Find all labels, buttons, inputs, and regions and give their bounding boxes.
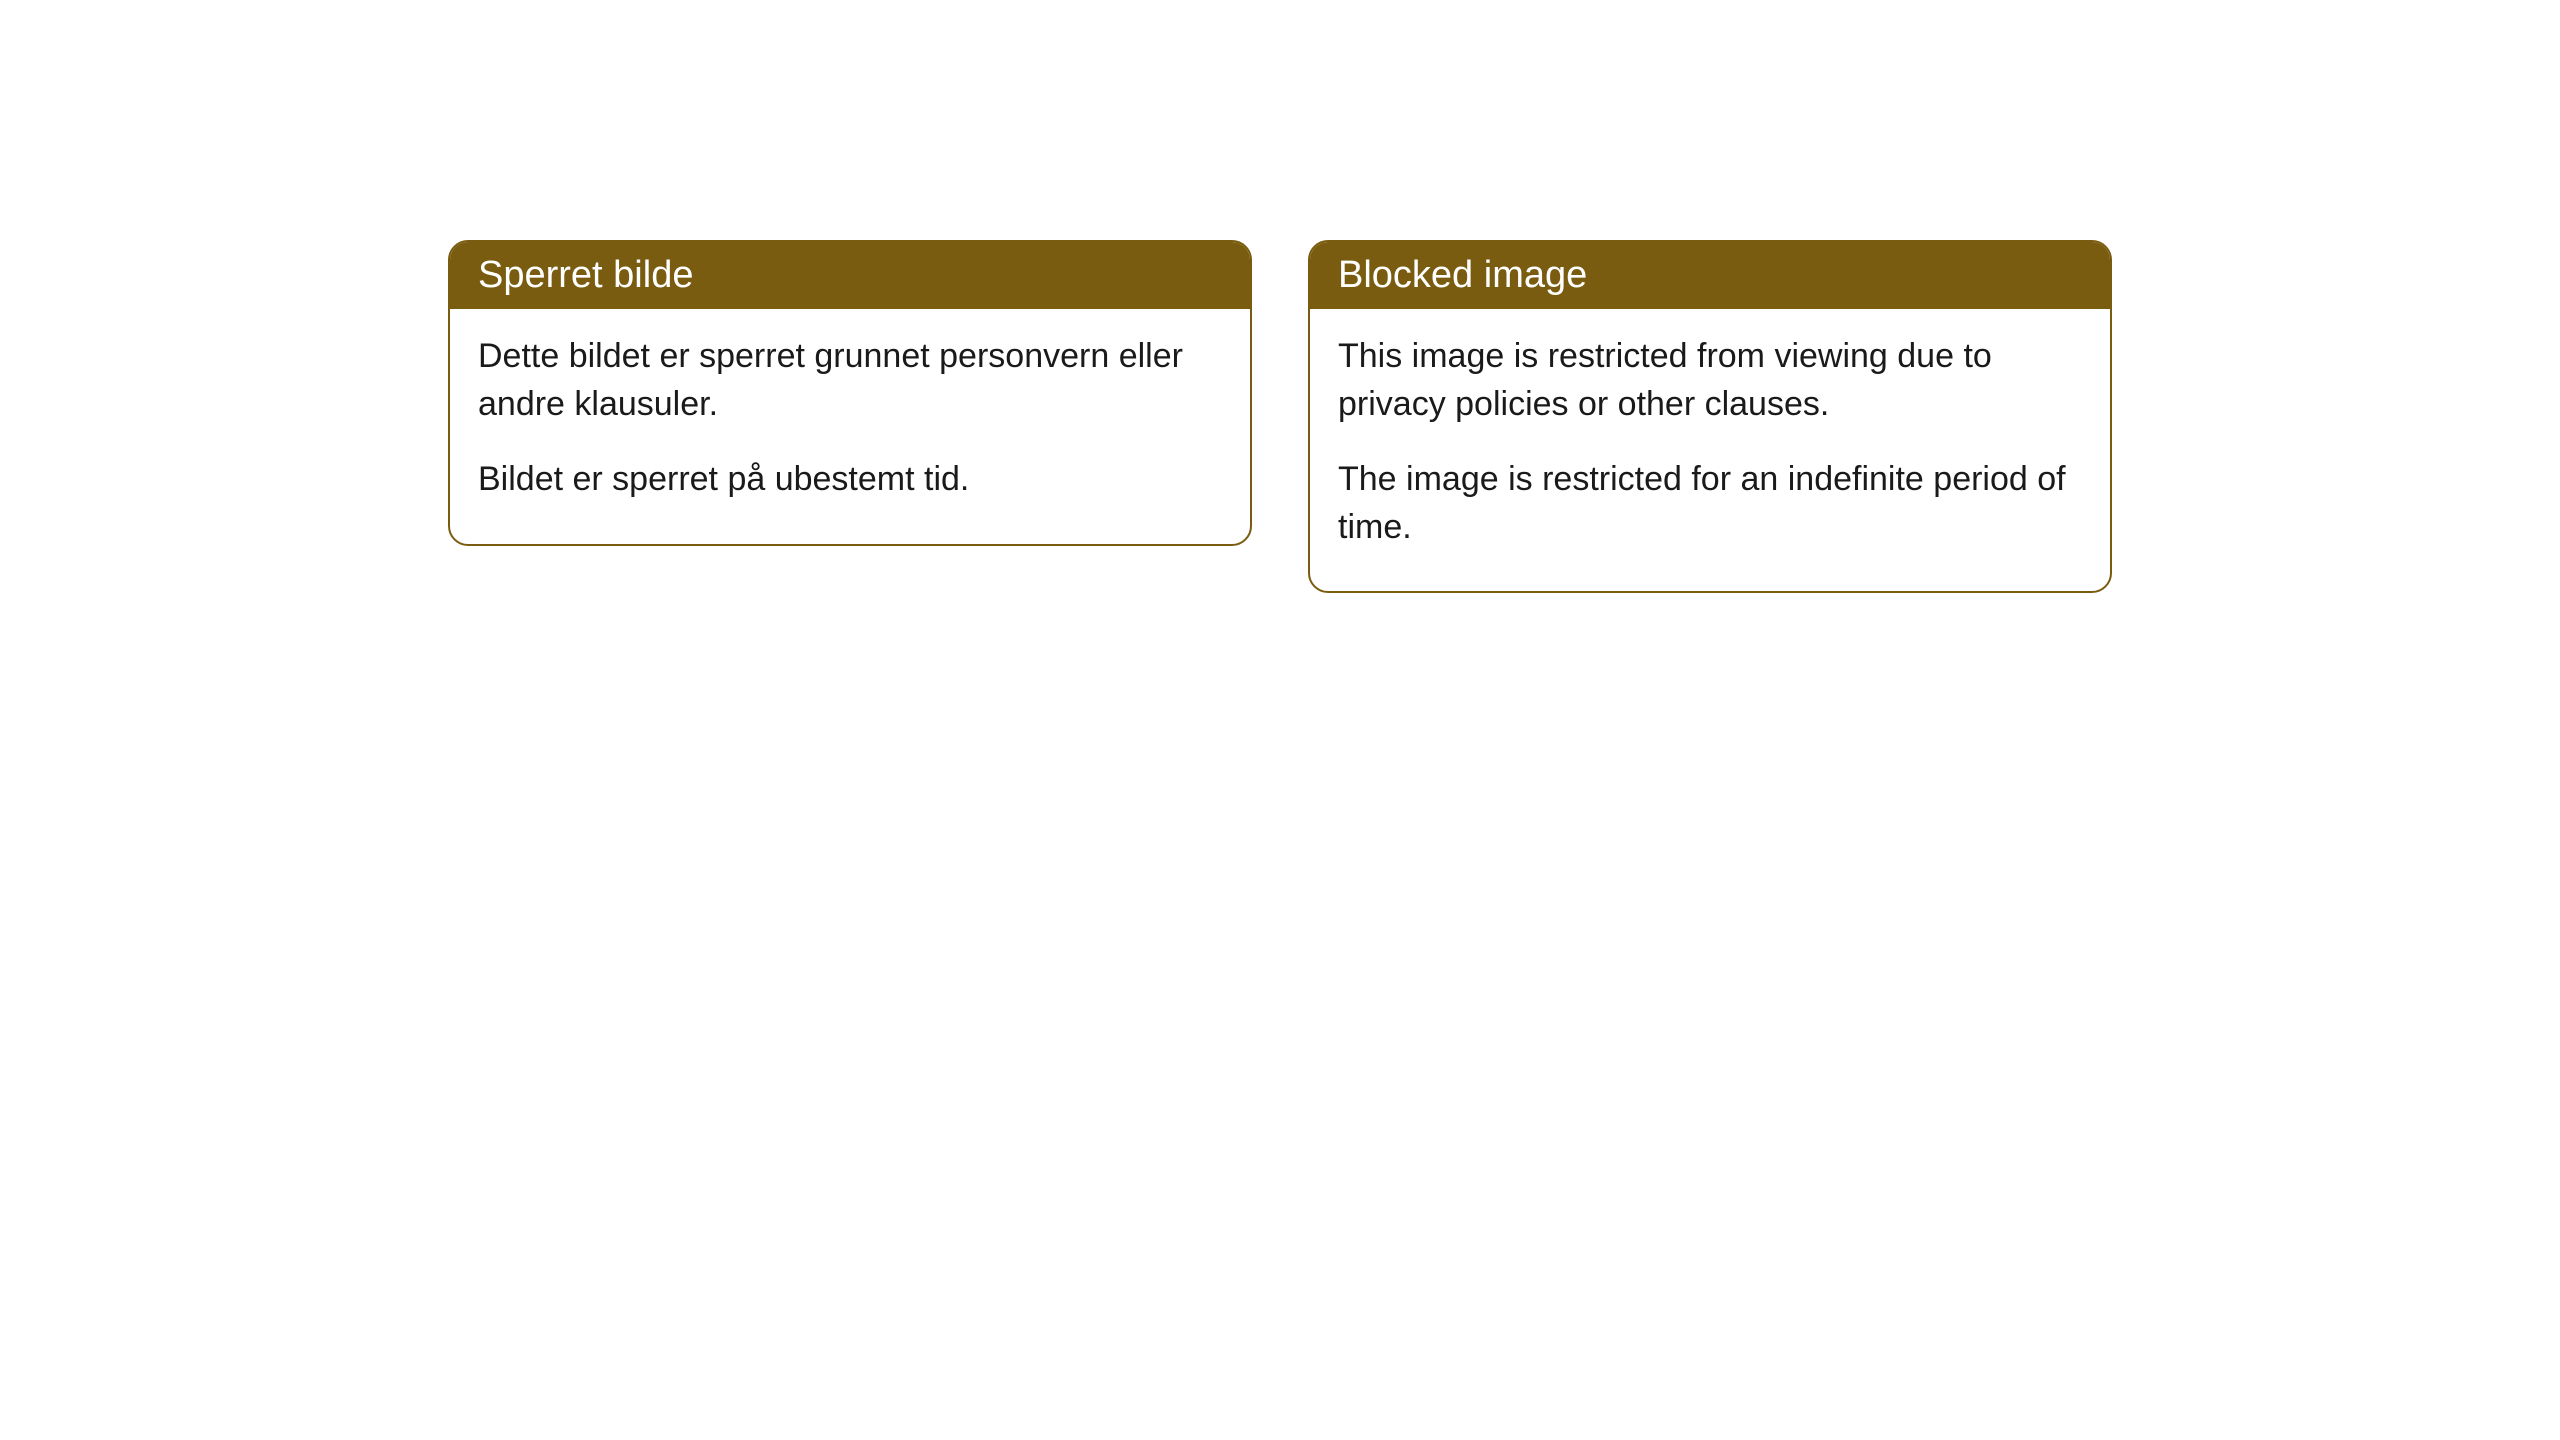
card-title-no: Sperret bilde [478, 254, 693, 296]
blocked-image-card-no: Sperret bilde Dette bildet er sperret gr… [448, 240, 1252, 546]
card-text-no-1: Dette bildet er sperret grunnet personve… [478, 333, 1222, 428]
card-text-no-2: Bildet er sperret på ubestemt tid. [478, 456, 1222, 504]
card-body-en: This image is restricted from viewing du… [1310, 309, 2110, 591]
blocked-image-card-en: Blocked image This image is restricted f… [1308, 240, 2112, 593]
card-body-no: Dette bildet er sperret grunnet personve… [450, 309, 1250, 544]
card-title-en: Blocked image [1338, 254, 1587, 296]
card-header-no: Sperret bilde [450, 242, 1250, 309]
card-text-en-1: This image is restricted from viewing du… [1338, 333, 2082, 428]
notice-cards-container: Sperret bilde Dette bildet er sperret gr… [448, 240, 2112, 1440]
card-header-en: Blocked image [1310, 242, 2110, 309]
card-text-en-2: The image is restricted for an indefinit… [1338, 456, 2082, 551]
